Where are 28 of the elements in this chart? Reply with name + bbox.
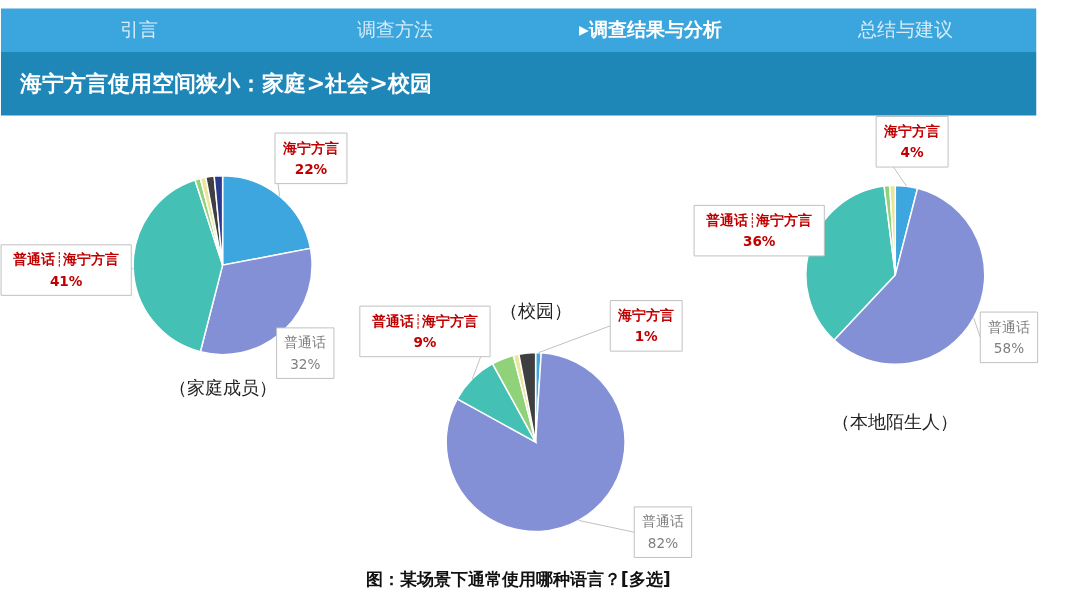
text: （本地陌生人） — [832, 411, 959, 433]
slice-label: 普通话 — [987, 318, 1030, 335]
text: 调查方法 — [356, 17, 433, 41]
slice-label: 海宁方言 — [617, 307, 675, 324]
text: 引言 — [120, 17, 159, 41]
chart-title: （校园） — [499, 299, 572, 321]
slice-label: 普通话 — [641, 513, 684, 530]
slice-label: 海宁方言 — [281, 139, 339, 156]
slice-label: 普通话┊海宁方言 — [370, 312, 479, 329]
data-label: 22% — [294, 160, 328, 177]
data-label: 32% — [290, 355, 321, 372]
data-label: 36% — [742, 233, 776, 250]
data-label: 4% — [900, 144, 925, 161]
text: 总结与建议 — [856, 17, 953, 41]
data-label: 58% — [993, 339, 1025, 356]
pie-slice — [445, 352, 626, 533]
data-label: 82% — [647, 534, 679, 551]
data-label: 41% — [49, 272, 83, 289]
slice-label: 普通话┊海宁方言 — [12, 251, 120, 268]
data-label: 9% — [413, 333, 437, 350]
text: （家庭成员） — [168, 377, 277, 399]
slice-label: 普通话┊海宁方言 — [705, 211, 813, 228]
text: 海宁方言使用空间狭小：家庭>社会>校园 — [19, 70, 432, 97]
text: 图：某场景下通常使用哪种语言？[多选] — [365, 568, 671, 589]
data-label: 1% — [634, 328, 659, 345]
slice-label: 普通话 — [284, 334, 327, 351]
text: ▸调查结果与分析 — [578, 17, 722, 41]
slice-label: 海宁方言 — [883, 122, 941, 139]
